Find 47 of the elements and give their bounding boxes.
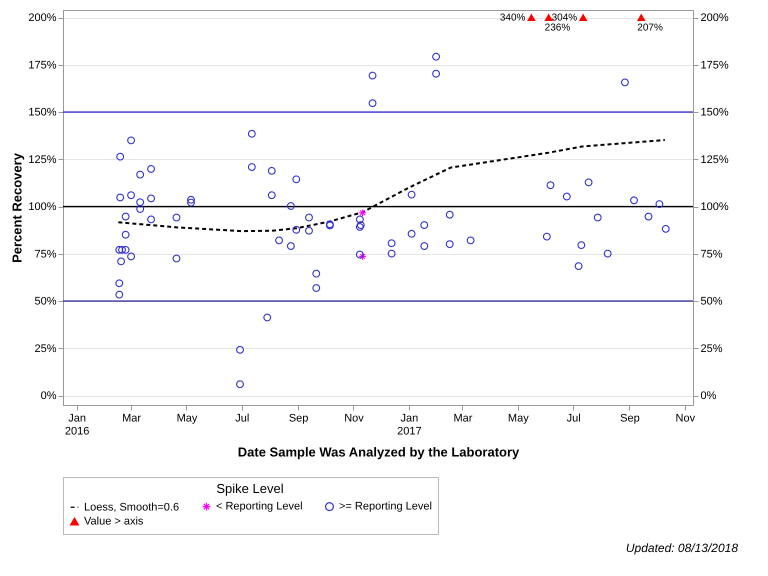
x-tick-label: Jan 2016 (64, 412, 90, 438)
y-tick-label: 50% (34, 296, 57, 308)
y2-tick-label: 200% (700, 12, 729, 24)
y2-tick-label: 125% (700, 154, 729, 166)
x-tick-label: Jan 2017 (397, 412, 422, 438)
y2-tick-label: 175% (700, 59, 729, 72)
y2-tick-label: 100% (700, 201, 729, 214)
y2-tick-label: 25% (700, 342, 723, 355)
x-tick-label: Sep (620, 412, 640, 424)
x-tick-label: Nov (344, 412, 364, 424)
legend-label: < Reporting Level (216, 500, 303, 513)
y-tick-label: 100% (28, 201, 57, 214)
y-tick-label: 150% (28, 106, 57, 119)
legend-label: >= Reporting Level (339, 500, 432, 513)
x-tick-label: May (508, 412, 530, 424)
y-tick-label: 175% (28, 59, 57, 72)
y2-tick-label: 75% (700, 248, 723, 260)
y-tick-label: 25% (34, 342, 57, 355)
x-tick-label: May (176, 412, 198, 424)
y-tick-label: 0% (40, 390, 57, 402)
annotation: 207% (637, 22, 663, 34)
y-axis-title: Percent Recovery (9, 152, 24, 263)
legend-label: Loess, Smooth=0.6 (84, 501, 180, 514)
x-axis-title: Date Sample Was Analyzed by the Laboratory (238, 444, 520, 460)
x-tick-label: Mar (122, 412, 142, 424)
annotation: 340% (500, 12, 526, 24)
x-tick-label: Nov (676, 412, 696, 424)
y2-tick-label: 150% (700, 106, 729, 119)
point (358, 252, 366, 260)
y2-tick-label: 50% (700, 296, 723, 308)
x-tick-label: Mar (453, 412, 473, 424)
y-tick-label: 200% (28, 12, 57, 24)
point (579, 14, 588, 22)
annotation: 236% (544, 22, 570, 34)
y-tick-label: 75% (34, 248, 57, 260)
x-tick-label: Jul (235, 412, 250, 424)
x-tick-label: Sep (288, 412, 308, 424)
x-tick-label: Jul (566, 412, 581, 424)
annotation: 304% (552, 12, 578, 24)
y2-tick-label: 0% (700, 390, 717, 402)
legend-title: Spike Level (216, 481, 284, 496)
text: Updated: 08/13/2018 (626, 541, 738, 555)
legend-label: Value > axis (84, 516, 144, 528)
point (528, 14, 536, 22)
point (637, 14, 646, 22)
point (358, 208, 366, 217)
y-tick-label: 125% (28, 154, 57, 166)
